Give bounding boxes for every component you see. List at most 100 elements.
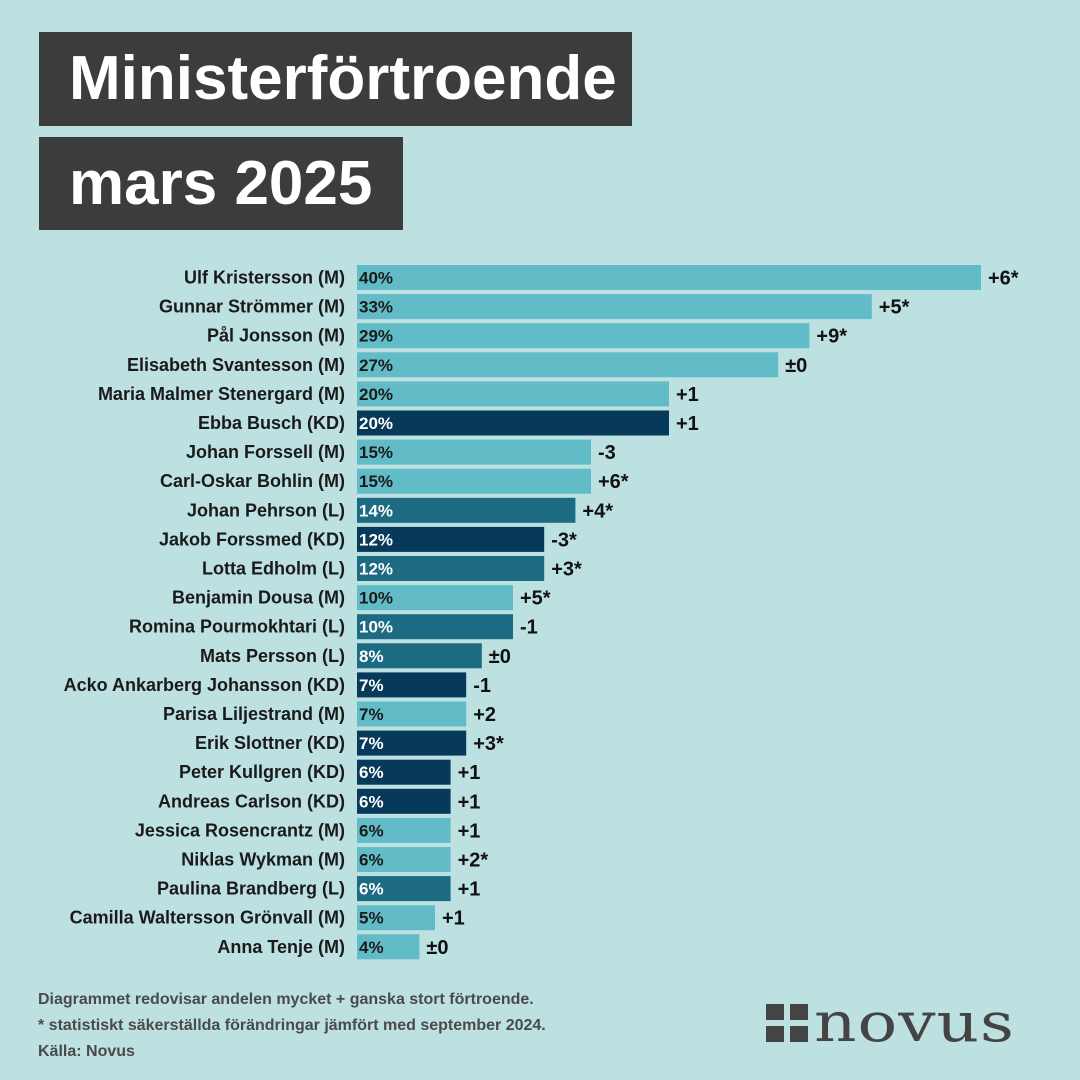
change-label: +1 bbox=[442, 908, 465, 930]
bar-value-label: 7% bbox=[359, 705, 384, 724]
bar-row: Elisabeth Svantesson (M) 27% ±0 bbox=[127, 352, 807, 378]
footer-note-significance: * statistiskt säkerställda förändringar … bbox=[38, 1017, 546, 1034]
change-label: +6* bbox=[988, 268, 1019, 290]
category-label: Lotta Edholm (L) bbox=[202, 559, 345, 579]
category-label: Elisabeth Svantesson (M) bbox=[127, 355, 345, 375]
bar-value-label: 8% bbox=[359, 647, 384, 666]
bar bbox=[357, 294, 872, 320]
bar-row: Acko Ankarberg Johansson (KD) 7% -1 bbox=[64, 672, 491, 698]
change-label: +1 bbox=[676, 384, 699, 406]
category-label: Mats Persson (L) bbox=[200, 646, 345, 666]
bar-row: Maria Malmer Stenergard (M) 20% +1 bbox=[98, 381, 699, 407]
change-label: -1 bbox=[520, 617, 538, 639]
bar bbox=[357, 556, 545, 581]
novus-logo-mark-icon bbox=[766, 1004, 808, 1042]
category-label: Acko Ankarberg Johansson (KD) bbox=[64, 675, 345, 695]
bar-row: Peter Kullgren (KD) 6% +1 bbox=[179, 759, 481, 785]
change-label: +1 bbox=[458, 879, 481, 901]
bar-row: Benjamin Dousa (M) 10% +5* bbox=[172, 585, 551, 611]
bar bbox=[357, 788, 451, 814]
bar-value-label: 4% bbox=[359, 938, 384, 957]
bar-row: Erik Slottner (KD) 7% +3* bbox=[195, 730, 504, 756]
change-label: -3 bbox=[598, 442, 616, 464]
bar bbox=[357, 381, 669, 407]
chart-title-line1: Ministerförtroende bbox=[39, 32, 632, 126]
bar bbox=[357, 585, 513, 611]
bar-row: Gunnar Strömmer (M) 33% +5* bbox=[159, 294, 910, 320]
bar-value-label: 12% bbox=[359, 560, 393, 579]
bar-value-label: 40% bbox=[359, 269, 393, 288]
bar-row: Ebba Busch (KD) 20% +1 bbox=[198, 410, 699, 436]
bar-row: Anna Tenje (M) 4% ±0 bbox=[217, 934, 449, 960]
bar-value-label: 6% bbox=[359, 792, 384, 811]
category-label: Camilla Waltersson Grönvall (M) bbox=[70, 908, 345, 928]
category-label: Gunnar Strömmer (M) bbox=[159, 297, 345, 317]
change-label: -3* bbox=[551, 529, 577, 551]
category-label: Carl-Oskar Bohlin (M) bbox=[160, 471, 345, 491]
bar bbox=[357, 468, 591, 494]
change-label: ±0 bbox=[489, 646, 511, 668]
bar-value-label: 6% bbox=[359, 880, 384, 899]
category-label: Erik Slottner (KD) bbox=[195, 733, 345, 753]
bar-row: Ulf Kristersson (M) 40% +6* bbox=[184, 265, 1019, 290]
category-label: Anna Tenje (M) bbox=[217, 937, 345, 957]
category-label: Paulina Brandberg (L) bbox=[157, 879, 345, 899]
bar bbox=[357, 526, 545, 552]
bar-value-label: 7% bbox=[359, 676, 384, 695]
category-label: Johan Forssell (M) bbox=[186, 442, 345, 462]
bar-value-label: 10% bbox=[359, 589, 393, 608]
bar-row: Jessica Rosencrantz (M) 6% +1 bbox=[135, 817, 481, 843]
change-label: +1 bbox=[676, 413, 699, 435]
bar bbox=[357, 730, 467, 756]
bar bbox=[357, 905, 435, 931]
change-label: +1 bbox=[458, 762, 481, 784]
category-label: Peter Kullgren (KD) bbox=[179, 762, 345, 782]
bar-row: Camilla Waltersson Grönvall (M) 5% +1 bbox=[70, 905, 465, 931]
chart-title-line2: mars 2025 bbox=[39, 137, 403, 230]
bar bbox=[357, 497, 576, 523]
bar-value-label: 29% bbox=[359, 327, 393, 346]
bar bbox=[357, 672, 467, 698]
change-label: +2 bbox=[473, 704, 496, 726]
category-label: Romina Pourmokhtari (L) bbox=[129, 617, 345, 637]
novus-logo: novus bbox=[766, 995, 1046, 1051]
bar-value-label: 5% bbox=[359, 909, 384, 928]
chart-title-text-1: Ministerförtroende bbox=[69, 44, 617, 113]
category-label: Ebba Busch (KD) bbox=[198, 413, 345, 433]
bar-value-label: 20% bbox=[359, 414, 393, 433]
category-label: Jakob Forssmed (KD) bbox=[159, 529, 345, 549]
bar bbox=[357, 701, 467, 727]
change-label: +9* bbox=[816, 326, 847, 348]
bar bbox=[357, 643, 482, 669]
bar bbox=[357, 614, 513, 640]
category-label: Parisa Liljestrand (M) bbox=[163, 704, 345, 724]
change-label: ±0 bbox=[785, 355, 807, 377]
bar-value-label: 33% bbox=[359, 298, 393, 317]
bar-value-label: 14% bbox=[359, 501, 393, 520]
bar bbox=[357, 817, 451, 843]
change-label: +2* bbox=[458, 850, 489, 872]
bar bbox=[357, 934, 420, 960]
bar-row: Lotta Edholm (L) 12% +3* bbox=[202, 556, 582, 581]
novus-logo-text: novus bbox=[814, 991, 1015, 1055]
category-label: Benjamin Dousa (M) bbox=[172, 588, 345, 608]
bar bbox=[357, 439, 591, 465]
bar-row: Parisa Liljestrand (M) 7% +2 bbox=[163, 701, 496, 727]
footer-note-source: Källa: Novus bbox=[38, 1043, 135, 1060]
bar-row: Pål Jonsson (M) 29% +9* bbox=[207, 323, 847, 349]
bar-row: Johan Forssell (M) 15% -3 bbox=[186, 439, 616, 465]
bar-row: Mats Persson (L) 8% ±0 bbox=[200, 643, 511, 669]
footer-note-definition: Diagrammet redovisar andelen mycket + ga… bbox=[38, 991, 534, 1008]
change-label: +6* bbox=[598, 471, 629, 493]
category-label: Maria Malmer Stenergard (M) bbox=[98, 384, 345, 404]
change-label: +5* bbox=[879, 297, 910, 319]
change-label: +3* bbox=[473, 733, 504, 755]
change-label: +1 bbox=[458, 791, 481, 813]
bar bbox=[357, 847, 451, 872]
change-label: +1 bbox=[458, 820, 481, 842]
bar-value-label: 15% bbox=[359, 443, 393, 462]
footer-notes: Diagrammet redovisar andelen mycket + ga… bbox=[38, 987, 546, 1065]
category-label: Niklas Wykman (M) bbox=[181, 850, 345, 870]
chart-title-text-2: mars 2025 bbox=[69, 148, 373, 218]
bar-row: Johan Pehrson (L) 14% +4* bbox=[187, 497, 613, 523]
